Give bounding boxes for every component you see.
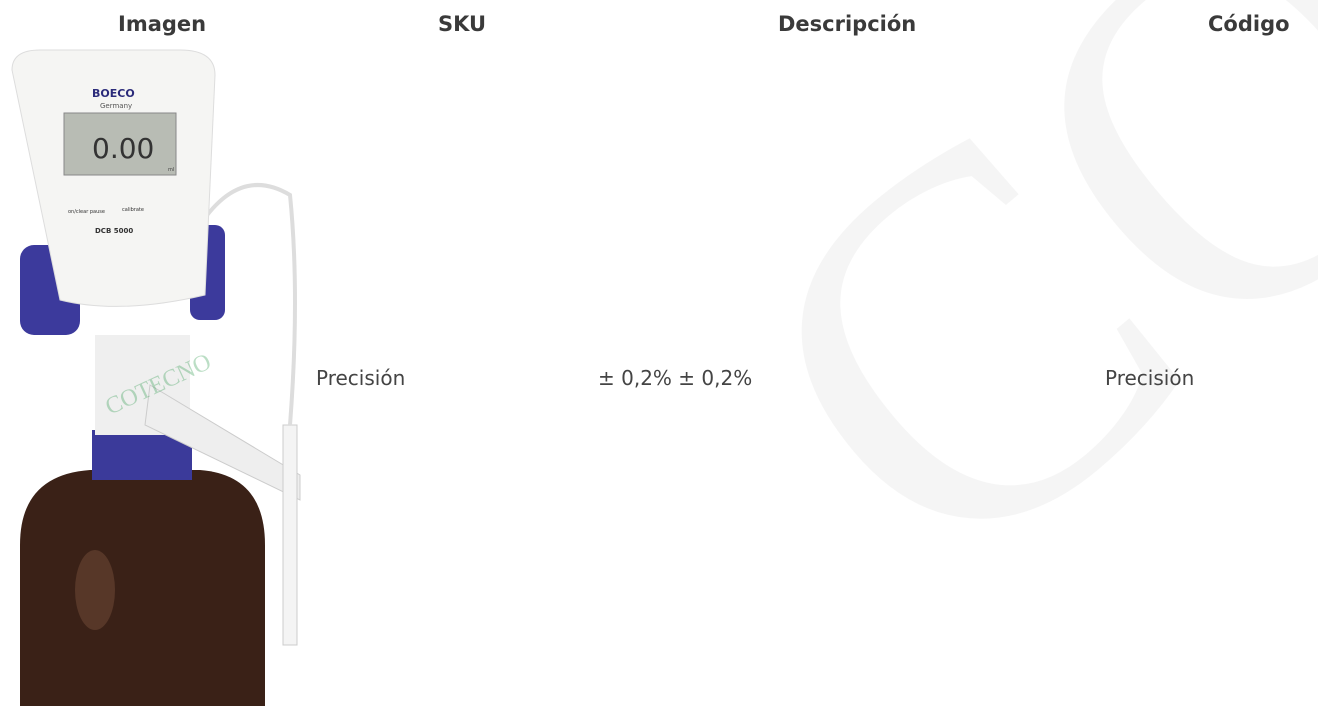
bottle (20, 470, 265, 706)
cell: Precisión (1105, 366, 1194, 390)
unit: ml (168, 167, 174, 173)
button-left-label: on/clear pause (68, 209, 105, 215)
background-watermark: COTECNO (640, 0, 1318, 687)
nozzle (283, 425, 297, 645)
model: DCB 5000 (95, 227, 133, 235)
cell: Precisión (316, 366, 405, 390)
brand: BOECO (92, 87, 135, 100)
brand-sub: Germany (100, 102, 132, 110)
bottle-highlight (75, 550, 115, 630)
header-imagen: Imagen (118, 12, 206, 36)
cell: ± 0,2% ± 0,2% (598, 366, 752, 390)
page: COTECNO Imagen SKU Descripción Código BO… (0, 0, 1318, 706)
product-image: BOECO Germany 0.00 ml on/clear pause cal… (0, 45, 320, 706)
button-right-label: calibrate (122, 207, 144, 213)
display-value: 0.00 (92, 132, 154, 165)
header-descripcion: Descripción (778, 12, 916, 36)
header-codigo: Código (1208, 12, 1290, 36)
header-sku: SKU (438, 12, 486, 36)
